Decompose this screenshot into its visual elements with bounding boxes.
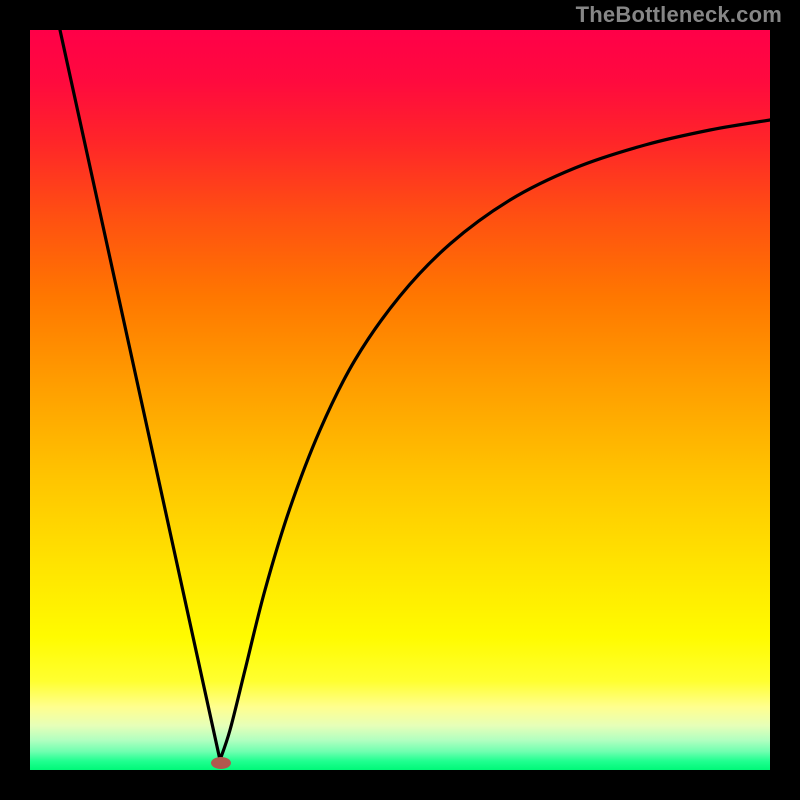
plot-svg (30, 30, 770, 770)
plot-area (30, 30, 770, 770)
watermark-text: TheBottleneck.com (576, 2, 782, 28)
chart-frame: TheBottleneck.com (0, 0, 800, 800)
valley-marker (211, 757, 231, 769)
